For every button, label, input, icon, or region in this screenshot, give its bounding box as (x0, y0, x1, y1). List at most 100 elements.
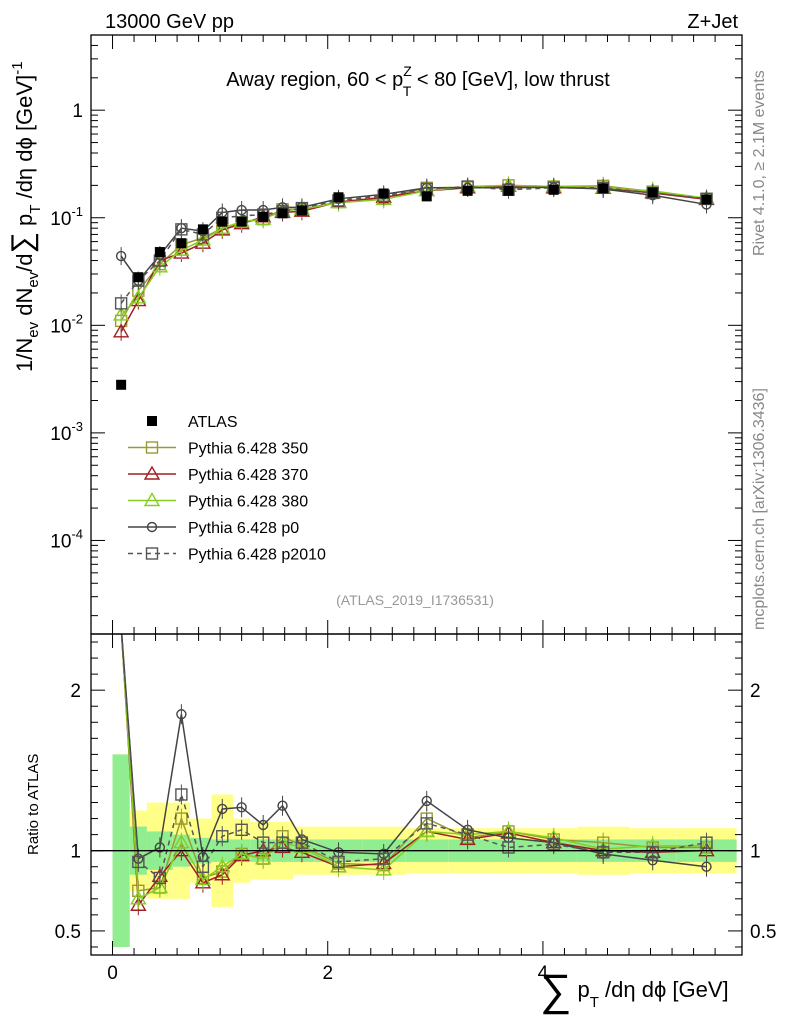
ratio-point-p2010 (132, 855, 145, 869)
y-tick-label-ratio-right: 1 (750, 842, 761, 863)
legend-marker-data (147, 416, 157, 426)
ratio-point-p2010 (502, 841, 515, 854)
y-tick-label-ratio: 0.5 (55, 922, 81, 943)
mcplots-label: mcplots.cern.ch [arXiv:1306.3436] (751, 388, 768, 630)
data-point-atlas (133, 272, 144, 283)
plot-title: Away region, 60 < pZ T < 80 [GeV], low th… (226, 63, 610, 99)
series-line-p370 (120, 185, 707, 333)
ratio-point-p2010 (196, 860, 210, 873)
series-line-p350 (120, 184, 707, 322)
ratio-point-p2010 (216, 830, 229, 843)
ratio-point-p380 (233, 845, 250, 860)
ratio-point-p2010 (332, 855, 345, 869)
point-p370 (112, 323, 130, 338)
ratio-point-p2010 (175, 788, 188, 801)
x-axis-title: ∑ pT /dη dϕ [GeV] (540, 966, 729, 1015)
ratio-point-p380 (194, 871, 212, 886)
ratio-point-p0 (154, 842, 166, 853)
main-frame (90, 34, 743, 635)
ratio-point-p0 (236, 802, 247, 813)
y-axis-title-main: 1/Nev dNev/d∑ pT /dη dϕ [GeV]-1 (6, 61, 44, 372)
legend-label-p370: Pythia 6.428 370 (188, 467, 308, 484)
ratio-point-p370 (214, 866, 231, 881)
data-point-atlas (598, 183, 609, 194)
point-p0 (115, 250, 127, 262)
ratio-point-p0 (217, 803, 228, 815)
data-point-atlas (333, 192, 344, 203)
legend-label-data: ATLAS (188, 414, 238, 431)
header-process: Z+Jet (687, 11, 738, 33)
analysis-id: (ATLAS_2019_I1736531) (336, 592, 494, 608)
data-point-atlas (277, 208, 288, 219)
y-tick-label-ratio-right: 2 (750, 681, 761, 702)
point-p380 (214, 219, 231, 234)
data-point-atlas (258, 211, 269, 222)
legend-label-p350: Pythia 6.428 350 (188, 441, 308, 458)
legend-marker-p380 (143, 492, 161, 507)
ratio-point-p380 (418, 823, 435, 838)
legend-marker-p370 (143, 465, 161, 480)
ratio-point-p380 (214, 858, 231, 873)
data-point-atlas (116, 379, 127, 390)
data-point-atlas (217, 216, 228, 227)
ratio-panel-series (91, 634, 742, 916)
ratio-point-p2010 (235, 823, 248, 837)
point-p2010 (114, 297, 128, 310)
ratio-point-p2010 (256, 836, 270, 849)
data-point-atlas (197, 224, 208, 235)
legend-label-p2010: Pythia 6.428 p2010 (188, 547, 326, 564)
y-tick-label-ratio: 1 (70, 842, 81, 863)
ratio-point-p380 (254, 850, 272, 865)
point-p380 (194, 231, 212, 246)
ratio-frame (90, 633, 743, 956)
ratio-point-p2010 (596, 846, 610, 859)
ratio-point-p380 (151, 879, 169, 894)
legend-marker-p350 (145, 441, 159, 454)
point-p2010 (596, 181, 610, 194)
header-energy: 13000 GeV pp (105, 11, 234, 33)
y-tick-label-ratio-right: 0.5 (750, 922, 776, 943)
x-tick-label: 4 (538, 963, 549, 984)
data-point-atlas (647, 187, 658, 198)
data-point-atlas (236, 216, 247, 227)
series-line-p380 (120, 184, 707, 316)
y-tick-label-main: 10-4 (50, 526, 83, 552)
ratio-point-p2010 (461, 828, 474, 841)
legend-label-p0: Pythia 6.428 p0 (188, 520, 299, 537)
legend-label-p380: Pythia 6.428 380 (188, 494, 308, 511)
ratio-point-p2010 (700, 836, 713, 849)
legend-marker-p2010 (145, 547, 159, 560)
ratio-point-p0 (277, 800, 288, 811)
data-point-atlas (378, 188, 389, 199)
y-tick-label-main: 10-2 (50, 311, 83, 337)
ratio-point-p0 (257, 819, 269, 831)
ratio-point-p380 (375, 861, 392, 876)
ratio-point-p2010 (377, 852, 390, 865)
ratio-point-p2010 (295, 836, 309, 849)
data-point-atlas (503, 185, 514, 196)
legend: ATLAS Pythia 6.428 350 Pythia 6.428 370 Pyt… (128, 414, 326, 564)
legend-marker-p0 (146, 521, 158, 533)
data-point-atlas (421, 191, 432, 202)
y-tick-label-main: 1 (72, 101, 83, 122)
main-panel-series (112, 176, 715, 390)
point-p380 (173, 241, 190, 256)
ratio-point-p2010 (547, 838, 560, 851)
data-point-atlas (176, 238, 187, 249)
y-tick-label-main: 10-3 (50, 419, 83, 445)
y-tick-label-ratio: 2 (70, 681, 81, 702)
ratio-point-p380 (173, 834, 190, 849)
data-point-atlas (548, 184, 559, 195)
ratio-series-p2010 (120, 634, 713, 888)
axes: 0 2 4 10-4 10-3 10-2 10-1 1 0.5 0.5 1 1 2 2 (50, 34, 776, 984)
x-tick-label: 0 (107, 963, 118, 984)
ratio-point-p0 (421, 795, 432, 807)
y-tick-label-main: 10-1 (50, 204, 83, 230)
ratio-point-p2010 (276, 836, 289, 849)
rivet-label: Rivet 4.1.0, ≥ 2.1M events (751, 70, 768, 256)
ratio-point-p2010 (153, 871, 167, 885)
point-p380 (130, 289, 147, 304)
ratio-point-p2010 (646, 846, 659, 859)
y-axis-title-ratio: Ratio to ATLAS (25, 754, 42, 855)
